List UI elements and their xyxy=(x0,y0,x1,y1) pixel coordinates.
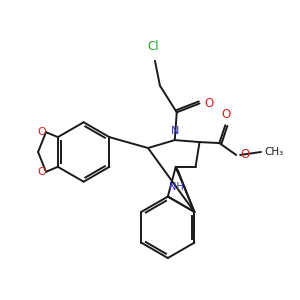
Text: O: O xyxy=(38,127,46,137)
Text: Cl: Cl xyxy=(147,40,159,53)
Text: NH: NH xyxy=(169,182,184,192)
Text: CH₃: CH₃ xyxy=(264,147,283,157)
Text: O: O xyxy=(240,148,249,161)
Text: O: O xyxy=(205,97,214,110)
Text: O: O xyxy=(38,167,46,177)
Text: O: O xyxy=(222,108,231,121)
Text: N: N xyxy=(171,126,179,136)
